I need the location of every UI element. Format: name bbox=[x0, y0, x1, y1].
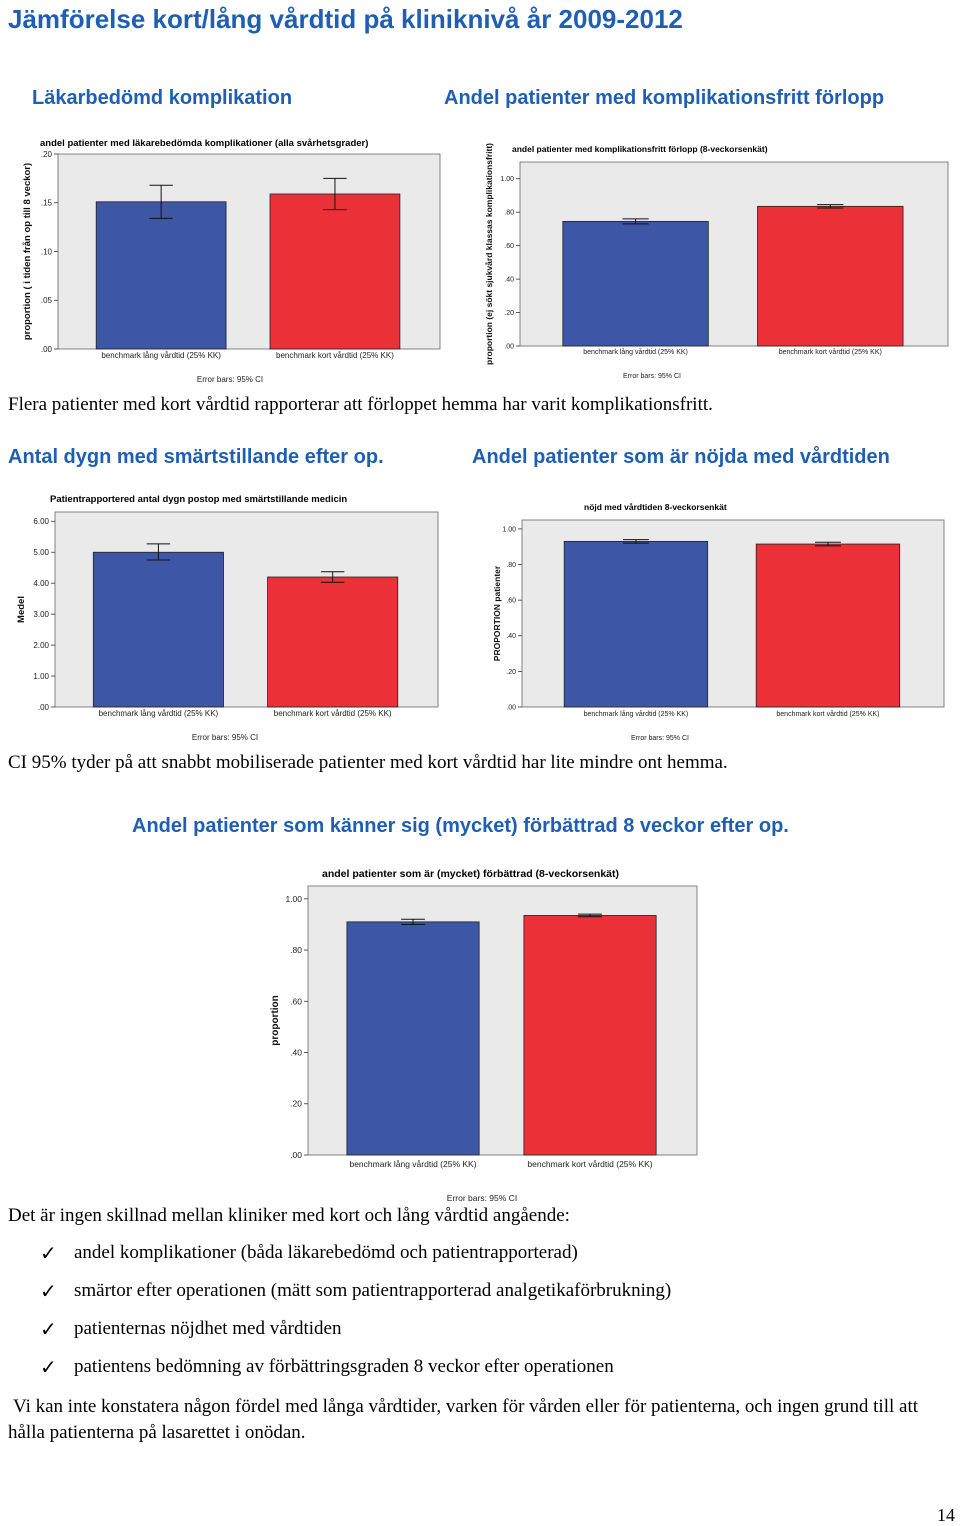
y-axis-label: proportion bbox=[270, 995, 281, 1046]
page-title: Jämförelse kort/lång vårdtid på klinikni… bbox=[8, 4, 683, 34]
bar bbox=[346, 921, 480, 1156]
y-tick-label: .20 bbox=[41, 150, 53, 159]
y-tick-label: 1.00 bbox=[33, 672, 49, 681]
bar bbox=[523, 915, 657, 1156]
page-number: 14 bbox=[937, 1505, 955, 1525]
y-tick-label: .20 bbox=[290, 1099, 302, 1109]
chart-svg: .00 .20 .40 .60 .80 1.00 benchmark lång vårdti… bbox=[270, 885, 698, 1203]
heading-lakarbedomd: Läkarbedömd komplikation bbox=[32, 87, 293, 109]
error-bars-label: Error bars: 95% CI bbox=[192, 733, 258, 742]
chart-title: andel patienter som är (mycket) förbättr… bbox=[322, 868, 620, 880]
checklist-item: ✓ andel komplikationer (båda läkarebedöm… bbox=[40, 1242, 578, 1264]
bar bbox=[757, 205, 904, 347]
chart-forbattrad: andel patienter som är (mycket) förbättr… bbox=[260, 858, 710, 1204]
y-tick-label: 5.00 bbox=[33, 548, 49, 557]
checklist-item: ✓ patientens bedömning av förbättringsgr… bbox=[40, 1356, 614, 1378]
y-axis-label: Medel bbox=[16, 596, 27, 623]
chart-komplikationsfritt: andel patienter med komplikationsfritt f… bbox=[482, 134, 952, 384]
checklist-item-label: andel komplikationer (båda läkarebedömd … bbox=[74, 1242, 578, 1263]
y-tick-label: .80 bbox=[504, 210, 514, 217]
paragraph-komplikationsfritt: Flera patienter med kort vårdtid rapport… bbox=[8, 394, 713, 415]
y-tick-label: 2.00 bbox=[33, 641, 49, 650]
bar bbox=[95, 201, 227, 350]
bar bbox=[92, 551, 224, 708]
x-tick-label: benchmark kort vårdtid (25% KK) bbox=[274, 709, 392, 718]
checklist-item: ✓ smärtor efter operationen (mätt som pa… bbox=[40, 1280, 671, 1302]
chart-svg: .00 .20 .40 .60 .80 1.00 benchmark lång vårdti… bbox=[492, 519, 945, 742]
x-tick-label: benchmark kort vårdtid (25% KK) bbox=[779, 348, 882, 356]
chart-komplikation: andel patienter med läkarebedömda kompli… bbox=[0, 132, 460, 390]
heading-forbattrad: Andel patienter som känner sig (mycket) … bbox=[132, 815, 789, 837]
checkmark-icon: ✓ bbox=[40, 1241, 57, 1265]
y-tick-label: 1.00 bbox=[500, 176, 514, 183]
y-tick-label: .00 bbox=[38, 703, 50, 712]
y-axis-label: PROPORTION patienter bbox=[492, 565, 502, 661]
checkmark-icon: ✓ bbox=[40, 1317, 57, 1341]
chart-title: Patientrapportered antal dygn postop med… bbox=[50, 494, 348, 505]
y-tick-label: .80 bbox=[290, 945, 302, 955]
y-tick-label: .40 bbox=[290, 1047, 302, 1057]
chart-title: andel patienter med läkarebedömda kompli… bbox=[40, 138, 369, 149]
paragraph-ci: CI 95% tyder på att snabbt mobiliserade … bbox=[8, 752, 728, 773]
x-tick-label: benchmark kort vårdtid (25% KK) bbox=[276, 351, 394, 360]
y-tick-label: 6.00 bbox=[33, 517, 49, 526]
y-tick-label: .40 bbox=[506, 633, 516, 640]
bar bbox=[755, 543, 901, 708]
y-tick-label: 4.00 bbox=[33, 579, 49, 588]
error-bars-label: Error bars: 95% CI bbox=[197, 375, 263, 384]
chart-svg: .00 .05 .10 .15 .20 benchmark lång vårdtid (2… bbox=[22, 150, 441, 384]
chart-smartstillande: Patientrapportered antal dygn postop med… bbox=[0, 490, 460, 748]
x-tick-label: benchmark lång vårdtid (25% KK) bbox=[584, 710, 689, 718]
error-bars-label: Error bars: 95% CI bbox=[447, 1193, 517, 1203]
bar bbox=[267, 576, 399, 708]
y-tick-label: .00 bbox=[506, 704, 516, 711]
y-tick-label: 3.00 bbox=[33, 610, 49, 619]
y-tick-label: .00 bbox=[290, 1150, 302, 1160]
chart-title: andel patienter med komplikationsfritt f… bbox=[512, 144, 768, 154]
x-tick-label: benchmark lång vårdtid (25% KK) bbox=[583, 348, 688, 356]
bar bbox=[563, 540, 709, 708]
y-tick-label: 1.00 bbox=[502, 526, 516, 533]
y-tick-label: .15 bbox=[41, 199, 53, 208]
checklist-item-label: patientens bedömning av förbättringsgrad… bbox=[74, 1356, 614, 1377]
checklist-item-label: patienternas nöjdhet med vårdtiden bbox=[74, 1318, 342, 1339]
x-tick-label: benchmark kort vårdtid (25% KK) bbox=[776, 710, 879, 718]
checklist-item: ✓ patienternas nöjdhet med vårdtiden bbox=[40, 1318, 342, 1340]
chart-nojd: nöjd med vårdtiden 8-veckorsenkät .00 .20… bbox=[482, 490, 952, 748]
y-axis-label: proportion (ej sökt sjukvård klassas kom… bbox=[484, 143, 494, 365]
y-tick-label: .10 bbox=[41, 247, 53, 256]
y-tick-label: .20 bbox=[506, 669, 516, 676]
y-tick-label: 1.00 bbox=[285, 894, 302, 904]
paragraph-conclusion: Vi kan inte konstatera någon fördel med … bbox=[8, 1396, 919, 1443]
y-axis-label: proportion ( i tiden från op till 8 veck… bbox=[22, 163, 33, 340]
y-tick-label: .60 bbox=[290, 996, 302, 1006]
error-bars-label: Error bars: 95% CI bbox=[631, 735, 689, 742]
y-tick-label: .05 bbox=[41, 296, 53, 305]
chart-svg: .00 .20 .40 .60 .80 1.00 benchmark lång vårdti… bbox=[484, 143, 949, 380]
chart-svg: .00 1.00 2.00 3.00 4.00 5.00 6.00 benchmark lån… bbox=[16, 511, 439, 742]
heading-smartstillande: Antal dygn med smärtstillande efter op. bbox=[8, 446, 384, 468]
x-tick-label: benchmark lång vårdtid (25% KK) bbox=[349, 1159, 476, 1169]
error-bars-label: Error bars: 95% CI bbox=[623, 373, 681, 380]
bar bbox=[269, 193, 401, 350]
y-tick-label: .40 bbox=[504, 277, 514, 284]
checkmark-icon: ✓ bbox=[40, 1279, 57, 1303]
y-tick-label: .80 bbox=[506, 562, 516, 569]
y-tick-label: .00 bbox=[41, 345, 53, 354]
paragraph-ingen-skillnad: Det är ingen skillnad mellan kliniker me… bbox=[8, 1205, 570, 1226]
y-tick-label: .60 bbox=[504, 243, 514, 250]
x-tick-label: benchmark lång vårdtid (25% KK) bbox=[99, 709, 219, 718]
x-tick-label: benchmark lång vårdtid (25% KK) bbox=[101, 351, 221, 360]
chart-title: nöjd med vårdtiden 8-veckorsenkät bbox=[584, 502, 727, 512]
heading-komplikationsfritt: Andel patienter med komplikationsfritt f… bbox=[444, 87, 885, 109]
heading-nojd: Andel patienter som är nöjda med vårdtid… bbox=[472, 446, 890, 468]
bar bbox=[562, 220, 709, 347]
y-tick-label: .60 bbox=[506, 598, 516, 605]
x-tick-label: benchmark kort vårdtid (25% KK) bbox=[527, 1159, 652, 1169]
checkmark-icon: ✓ bbox=[40, 1355, 57, 1379]
y-tick-label: .20 bbox=[504, 310, 514, 317]
checklist-item-label: smärtor efter operationen (mätt som pati… bbox=[74, 1280, 672, 1301]
y-tick-label: .00 bbox=[504, 343, 514, 350]
